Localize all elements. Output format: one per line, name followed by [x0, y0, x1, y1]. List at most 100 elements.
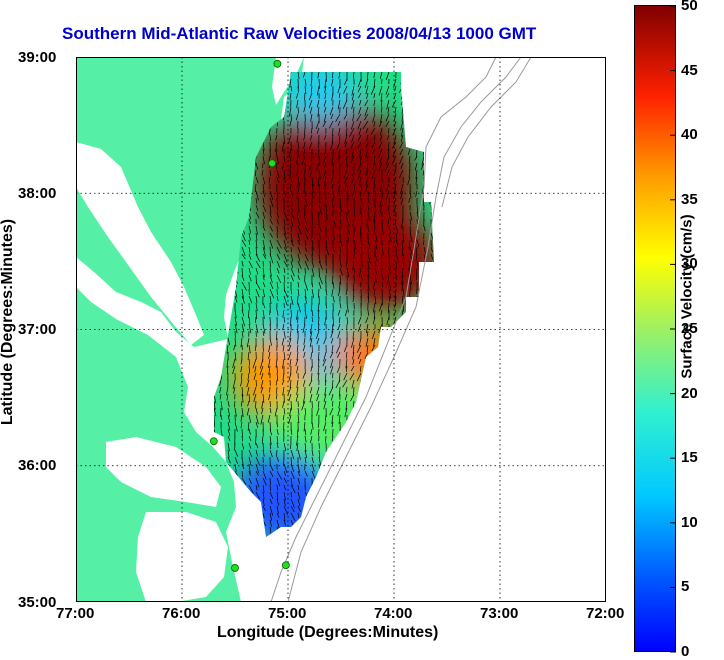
- velocity-arrow: [347, 534, 348, 542]
- velocity-arrow: [381, 506, 382, 512]
- velocity-arrow: [353, 408, 354, 415]
- velocity-arrow: [407, 429, 410, 437]
- velocity-arrow: [361, 464, 363, 473]
- velocity-arrow: [284, 527, 285, 532]
- velocity-arrow: [420, 93, 424, 102]
- velocity-arrow: [270, 478, 271, 485]
- velocity-arrow: [319, 492, 321, 500]
- velocity-arrow: [373, 457, 375, 465]
- velocity-arrow: [410, 219, 411, 225]
- velocity-arrow: [402, 380, 403, 387]
- velocity-arrow: [361, 485, 363, 491]
- velocity-arrow: [402, 513, 403, 519]
- colorbar: [634, 5, 676, 653]
- velocity-arrow: [409, 114, 411, 119]
- velocity-arrow: [427, 86, 431, 94]
- velocity-arrow: [333, 485, 335, 495]
- station-marker: [274, 60, 281, 67]
- velocity-arrow: [429, 107, 431, 116]
- velocity-arrow: [431, 205, 432, 211]
- velocity-arrow: [419, 121, 424, 130]
- velocity-arrow: [228, 527, 232, 535]
- velocity-arrow: [347, 471, 350, 480]
- velocity-arrow: [410, 534, 411, 542]
- velocity-arrow: [402, 408, 403, 416]
- velocity-arrow: [417, 219, 418, 224]
- velocity-arrow: [235, 513, 238, 518]
- velocity-arrow: [430, 149, 431, 156]
- velocity-arrow: [354, 499, 356, 506]
- velocity-arrow: [423, 338, 424, 343]
- velocity-arrow: [430, 520, 431, 529]
- velocity-arrow: [319, 429, 320, 436]
- colorbar-tick-label: 10: [681, 514, 698, 531]
- velocity-arrow: [429, 345, 431, 352]
- velocity-arrow: [305, 520, 308, 526]
- velocity-arrow: [347, 492, 349, 500]
- velocity-arrow: [429, 156, 431, 161]
- velocity-arrow: [420, 107, 424, 114]
- velocity-arrow: [417, 513, 418, 519]
- velocity-arrow: [427, 128, 431, 136]
- velocity-arrow: [332, 520, 333, 526]
- velocity-arrow: [312, 513, 313, 522]
- velocity-arrow: [242, 506, 244, 511]
- velocity-arrow: [312, 527, 315, 534]
- velocity-arrow: [389, 506, 390, 512]
- velocity-arrow: [366, 366, 368, 375]
- velocity-arrow: [235, 478, 238, 486]
- velocity-arrow: [423, 296, 424, 301]
- velocity-arrow: [374, 352, 375, 358]
- velocity-arrow: [326, 219, 327, 224]
- velocity-arrow: [319, 527, 320, 534]
- velocity-arrow: [424, 506, 425, 515]
- velocity-arrow: [402, 366, 403, 373]
- velocity-arrow: [415, 121, 417, 127]
- velocity-arrow: [407, 121, 410, 125]
- velocity-arrow: [381, 338, 382, 347]
- velocity-arrow: [385, 352, 389, 361]
- velocity-arrow: [396, 527, 398, 535]
- velocity-arrow: [277, 534, 278, 543]
- velocity-arrow: [415, 436, 417, 446]
- x-tick-label: 77:00: [56, 605, 94, 622]
- velocity-arrow: [354, 492, 355, 497]
- velocity-arrow: [347, 247, 348, 255]
- velocity-arrow: [340, 429, 341, 437]
- velocity-arrow: [354, 485, 355, 491]
- velocity-arrow: [381, 520, 382, 528]
- velocity-arrow: [399, 422, 403, 430]
- velocity-arrow: [428, 177, 431, 186]
- velocity-arrow: [382, 471, 383, 477]
- velocity-arrow: [339, 436, 341, 442]
- velocity-arrow: [403, 471, 405, 478]
- velocity-arrow: [386, 415, 389, 422]
- velocity-arrow: [387, 387, 389, 392]
- velocity-arrow: [305, 93, 306, 100]
- velocity-arrow: [242, 534, 245, 540]
- velocity-arrow: [361, 478, 362, 487]
- velocity-arrow: [235, 492, 238, 497]
- velocity-arrow: [429, 114, 431, 120]
- velocity-arrow: [416, 135, 417, 141]
- velocity-arrow: [416, 373, 417, 380]
- velocity-arrow: [346, 443, 347, 451]
- velocity-arrow: [416, 499, 417, 504]
- y-tick-label: 39:00: [18, 49, 56, 66]
- velocity-arrow: [319, 156, 320, 166]
- velocity-arrow: [263, 534, 265, 539]
- velocity-arrow: [326, 499, 327, 507]
- velocity-arrow: [242, 513, 245, 520]
- colorbar-tick-label: 50: [681, 0, 698, 14]
- velocity-arrow: [429, 359, 432, 367]
- velocity-arrow: [424, 499, 427, 508]
- velocity-arrow: [361, 184, 362, 190]
- velocity-arrow: [416, 387, 417, 396]
- velocity-arrow: [228, 289, 230, 296]
- velocity-arrow: [408, 415, 410, 424]
- velocity-arrow: [333, 492, 334, 497]
- velocity-arrow: [256, 513, 258, 520]
- velocity-arrow: [423, 408, 425, 415]
- velocity-region-east-core: [328, 211, 438, 311]
- velocity-arrow: [431, 282, 432, 289]
